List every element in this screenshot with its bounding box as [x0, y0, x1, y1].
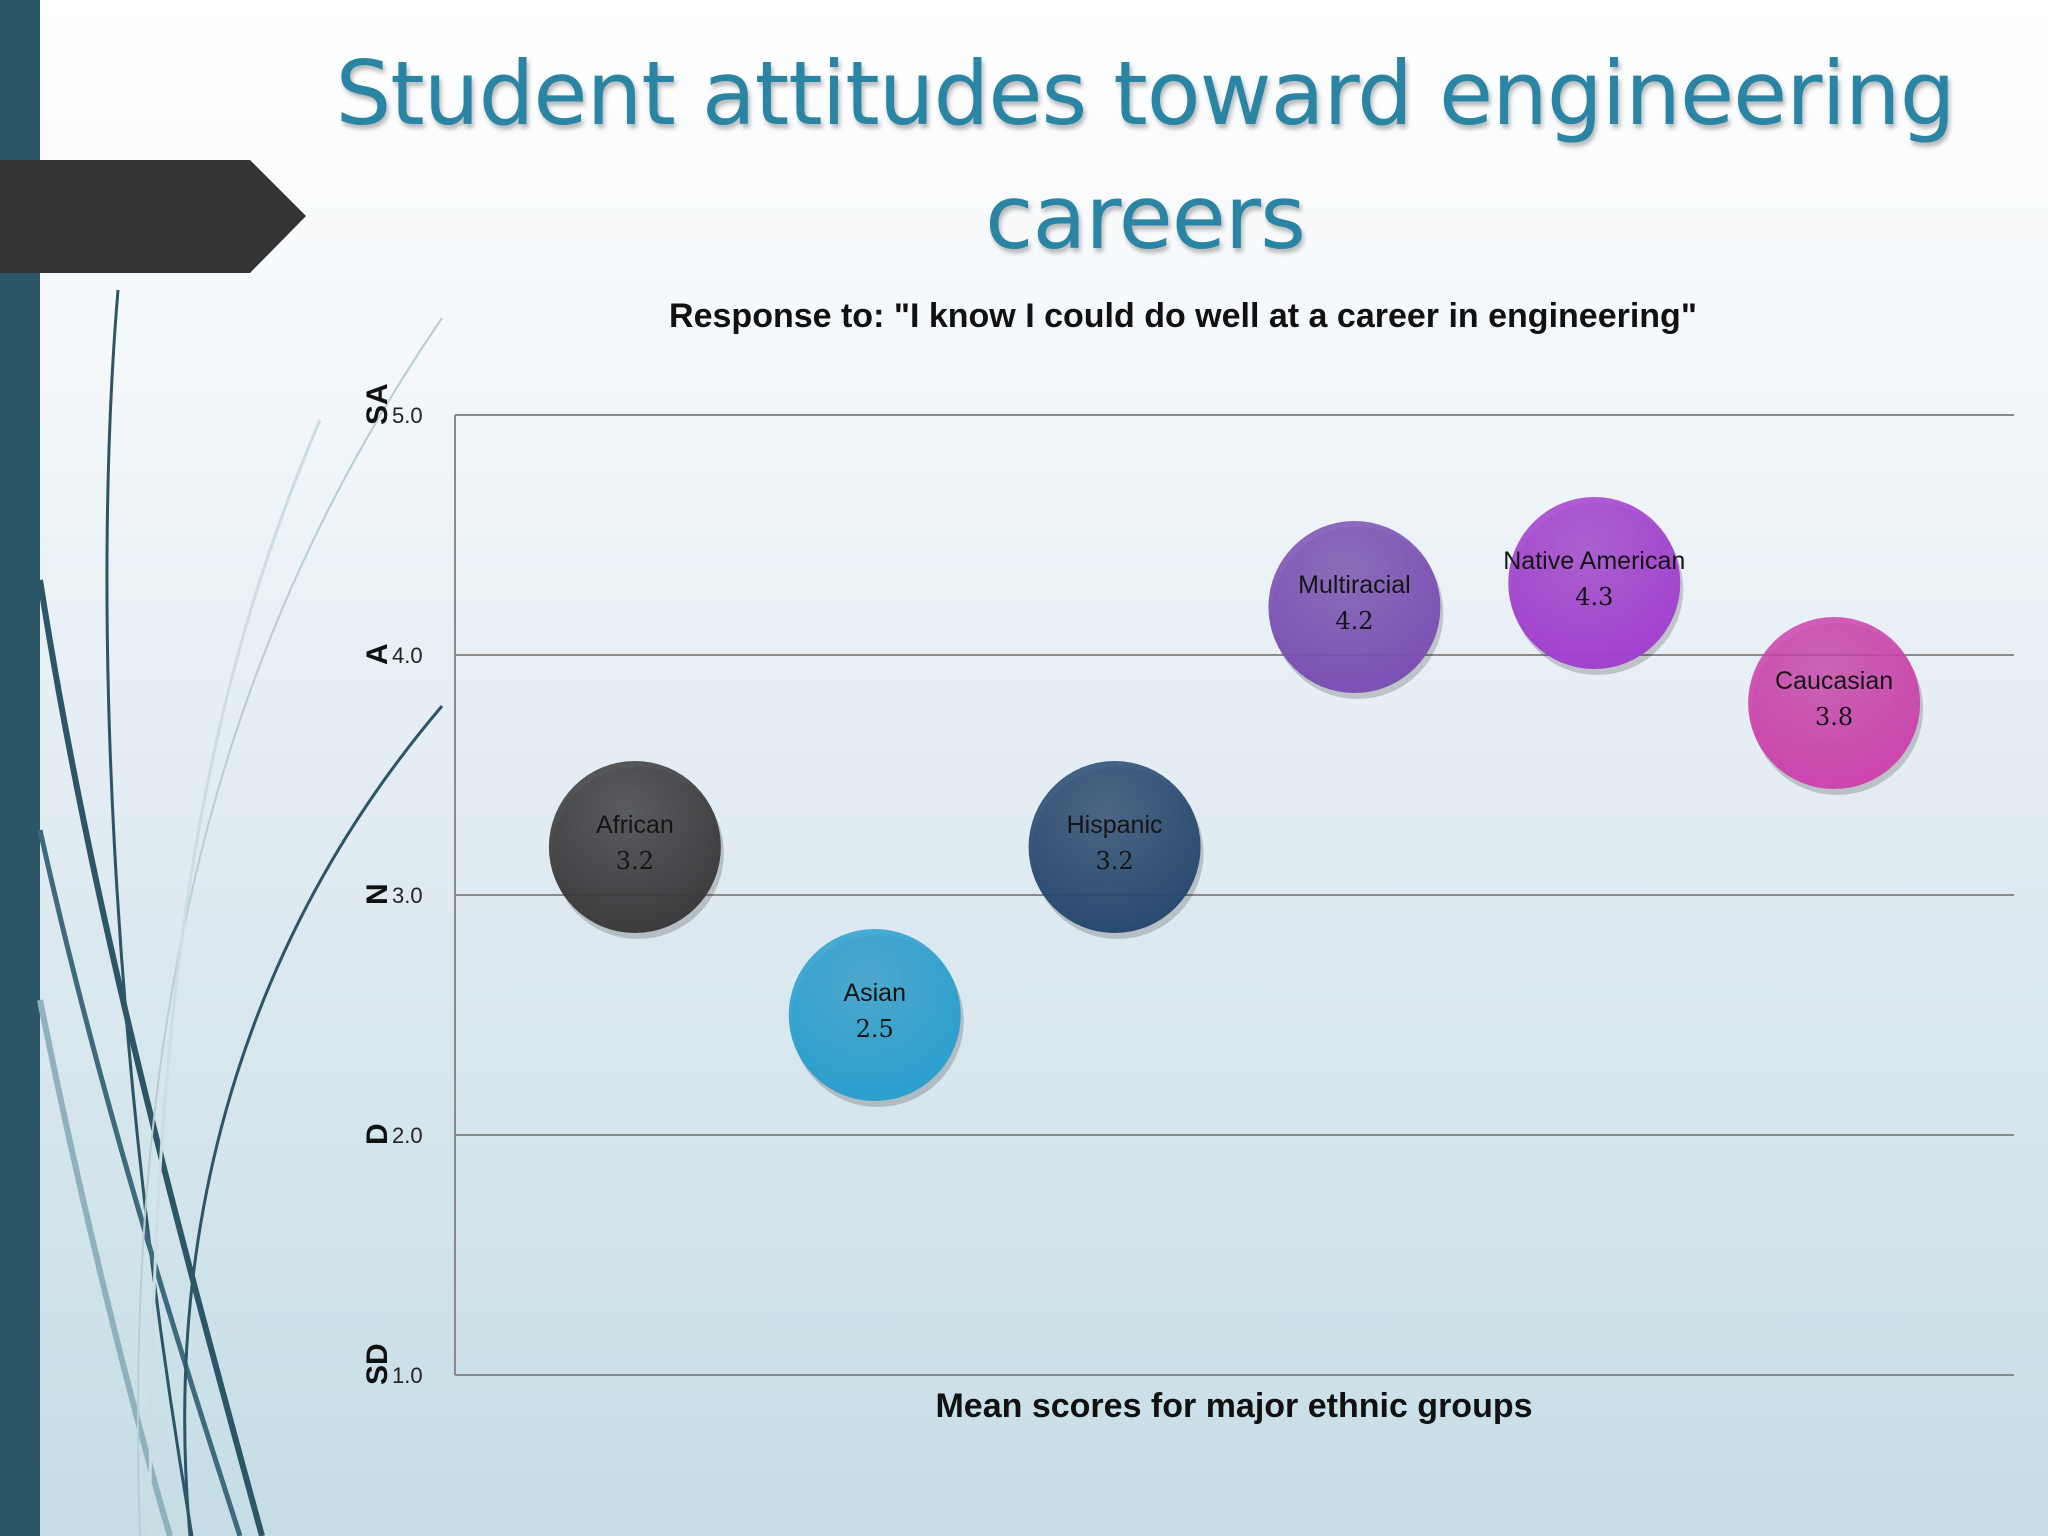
bubble-hispanic: Hispanic 3.2 — [1028, 761, 1204, 939]
y-scale-label: SA — [361, 383, 394, 425]
bubbles: African 3.2 Asian 2.5 Hispanic 3.2 Multiracial… — [548, 497, 1924, 1107]
bubble-name-label: Native American — [1503, 547, 1685, 575]
y-scale-label: D — [361, 1123, 394, 1145]
bubble-point — [548, 761, 721, 933]
bubble-value-label: 4.3 — [1575, 583, 1613, 611]
decorative-curves — [37, 289, 444, 1536]
bubble-asian: Asian 2.5 — [788, 929, 964, 1107]
y-tick-label: 5.0 — [392, 403, 423, 428]
bubble-name-label: Multiracial — [1298, 571, 1411, 599]
y-scale-label: N — [361, 883, 394, 905]
y-axis: 1.0SD 2.0D 3.0N 4.0A 5.0SA — [361, 383, 456, 1388]
bubble-value-label: 2.5 — [856, 1015, 894, 1043]
bubble-point — [1508, 497, 1681, 669]
bubble-point — [1028, 761, 1201, 933]
y-tick-label: 3.0 — [392, 883, 423, 908]
bubble-caucasian: Caucasian 3.8 — [1748, 617, 1924, 795]
bubble-point — [1748, 617, 1921, 789]
bubble-value-label: 3.2 — [1095, 847, 1133, 875]
bubble-value-label: 3.8 — [1815, 703, 1853, 731]
x-axis-label: Mean scores for major ethnic groups — [935, 1387, 1532, 1425]
bubble-african: African 3.2 — [548, 761, 724, 939]
bubble-value-label: 4.2 — [1335, 607, 1373, 635]
chart-title: Response to: "I know I could do well at … — [669, 297, 1697, 335]
bubble-name-label: Asian — [843, 979, 906, 1007]
y-tick-label: 2.0 — [392, 1123, 423, 1148]
bubble-point — [788, 929, 961, 1101]
y-tick-label: 1.0 — [392, 1363, 423, 1388]
bubble-multiracial: Multiracial 4.2 — [1268, 521, 1444, 699]
gridlines — [455, 414, 2014, 1376]
pointer-shape — [0, 160, 306, 273]
bubble-value-label: 3.2 — [616, 847, 654, 875]
bubble-point — [1268, 521, 1441, 693]
y-tick-label: 4.0 — [392, 643, 423, 668]
bubble-name-label: African — [596, 811, 674, 839]
y-scale-label: SD — [361, 1343, 394, 1385]
y-scale-label: A — [361, 643, 394, 665]
bubble-name-label: Caucasian — [1775, 667, 1893, 695]
slide-title: Student attitudes toward engineering car… — [335, 42, 1955, 269]
bubble-native-american: Native American 4.3 — [1503, 497, 1685, 675]
bubble-name-label: Hispanic — [1067, 811, 1163, 839]
